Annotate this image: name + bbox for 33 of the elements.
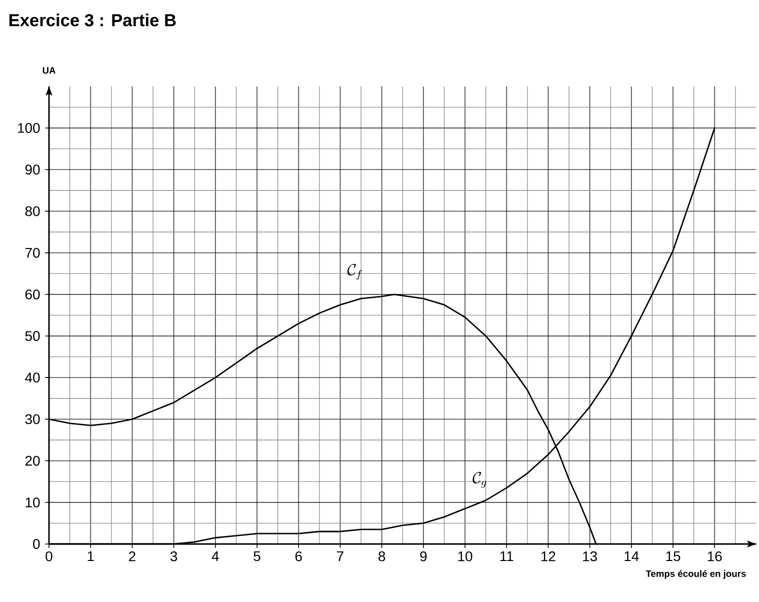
x-tick-label: 3 (170, 551, 178, 562)
x-tick-label: 7 (337, 551, 344, 561)
y-tick-label: 80 (25, 206, 40, 216)
x-tick-label: 15 (666, 551, 680, 562)
y-tick-label: 60 (25, 289, 40, 300)
y-tick-label: 100 (18, 123, 40, 133)
x-tick-label: 2 (129, 551, 136, 562)
y-tick-label: 50 (25, 331, 40, 341)
chart-title: Exercice 3 : Partie B (9, 14, 176, 26)
y-tick-label: 70 (25, 248, 40, 258)
y-tick-label: 0 (33, 539, 40, 549)
x-tick-label: 5 (254, 551, 260, 562)
x-tick-label: 1 (88, 551, 94, 561)
y-axis-title: UA (42, 67, 56, 74)
x-tick-label: 13 (583, 551, 597, 562)
x-tick-label: 8 (378, 551, 386, 562)
x-tick-label: 10 (458, 551, 472, 562)
series-label: $\mathcal{C}_f$ (347, 264, 362, 280)
y-tick-label: 40 (25, 372, 40, 383)
x-tick-label: 12 (541, 551, 556, 562)
series-label: $\mathcal{C}_g$ (472, 472, 486, 488)
x-tick-label: 9 (420, 551, 427, 562)
y-tick-label: 10 (26, 497, 40, 508)
x-axis-title: Temps écoulé en jours (646, 570, 746, 579)
x-tick-label: 11 (500, 551, 514, 561)
x-tick-label: 16 (708, 551, 722, 562)
y-tick-label: 30 (25, 414, 40, 424)
y-tick-label: 90 (25, 164, 40, 175)
x-tick-label: 6 (295, 551, 302, 562)
y-tick-label: 20 (25, 456, 40, 466)
x-tick-label: 4 (212, 551, 219, 561)
x-tick-label: 14 (624, 551, 639, 561)
x-tick-label: 0 (46, 551, 52, 562)
